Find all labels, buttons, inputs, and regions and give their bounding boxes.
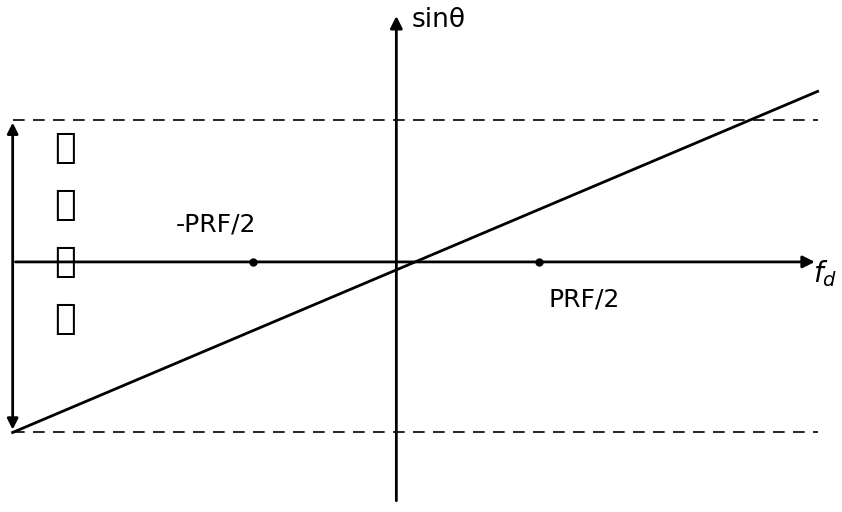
Text: -PRF/2: -PRF/2 [175,212,256,236]
Text: 束: 束 [55,188,76,222]
Text: 波: 波 [55,131,76,165]
Text: $f_d$: $f_d$ [813,259,837,289]
Text: PRF/2: PRF/2 [549,288,620,312]
Text: 度: 度 [55,302,76,336]
Text: 宽: 宽 [55,245,76,279]
Text: sinθ: sinθ [412,7,466,33]
